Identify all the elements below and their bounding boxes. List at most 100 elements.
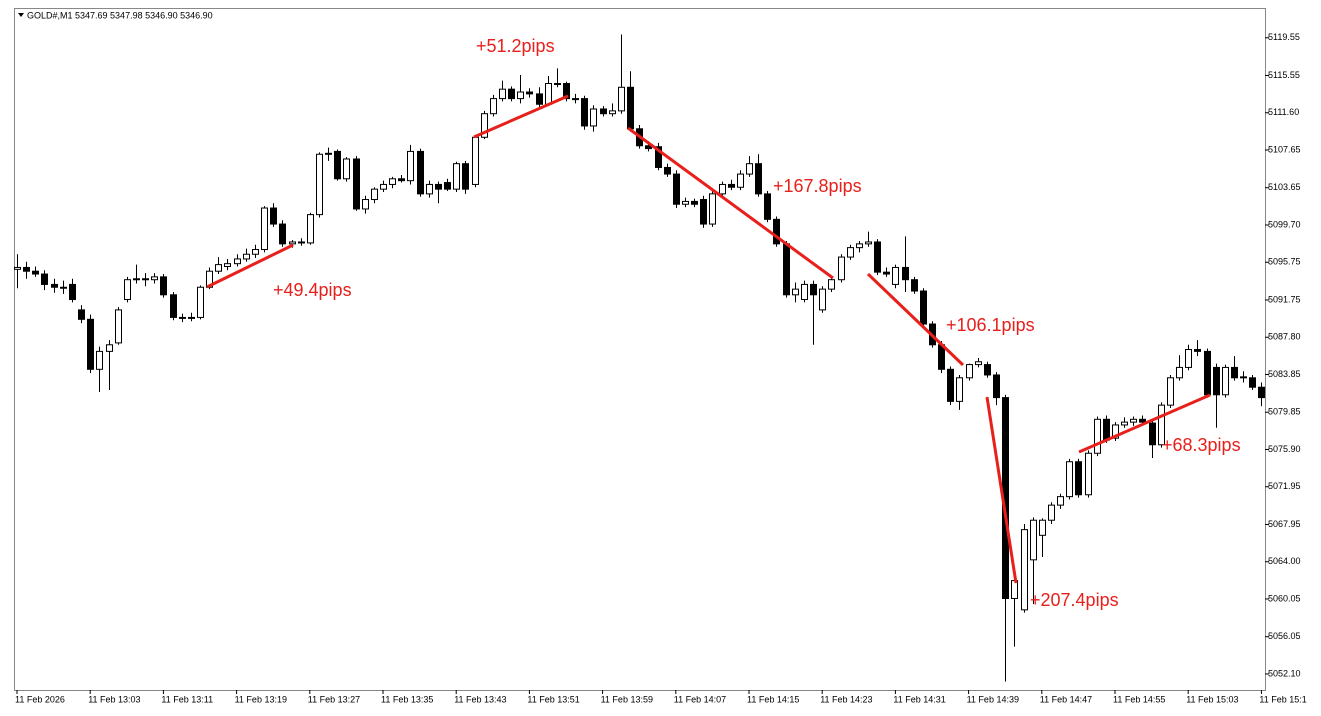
candle-body xyxy=(856,243,863,249)
candle-body xyxy=(51,283,58,288)
x-tick-label: 11 Feb 13:11 xyxy=(161,694,213,704)
x-tick-label: 11 Feb 13:51 xyxy=(527,694,579,704)
candle-body xyxy=(353,158,360,210)
candle-body xyxy=(783,243,790,296)
candle-body xyxy=(1204,350,1211,396)
x-tick-label: 11 Feb 2026 xyxy=(15,694,65,704)
trend-line xyxy=(206,243,294,289)
candle-body xyxy=(536,93,543,105)
candle-body xyxy=(307,214,314,244)
y-tick-label: 5111.60 xyxy=(1268,107,1299,117)
candle-body xyxy=(700,199,707,225)
candle-body xyxy=(499,88,506,100)
candle-body xyxy=(902,266,909,281)
candle-body xyxy=(865,241,872,245)
plot-frame xyxy=(14,8,1266,691)
candle-body xyxy=(984,364,991,376)
y-tick-label: 5083.85 xyxy=(1268,369,1301,379)
candle-body xyxy=(1167,377,1174,406)
candle-body xyxy=(343,158,350,180)
candle-body xyxy=(1240,376,1247,379)
candle-body xyxy=(1258,386,1265,399)
candle-body xyxy=(289,241,296,245)
candle-body xyxy=(389,178,396,185)
x-tick-label: 11 Feb 13:27 xyxy=(308,694,360,704)
candle-body xyxy=(1121,421,1128,426)
candle-body xyxy=(1176,366,1183,379)
candle-body xyxy=(1066,461,1073,498)
y-tick-label: 5067.95 xyxy=(1268,519,1301,529)
candle-body xyxy=(1048,504,1055,521)
candle-body xyxy=(572,98,579,101)
x-tick-label: 11 Feb 13:43 xyxy=(454,694,506,704)
candle-body xyxy=(1112,424,1119,439)
candle-body xyxy=(426,183,433,195)
candle-body xyxy=(115,309,122,344)
candle-body xyxy=(892,266,899,285)
candle-body xyxy=(673,173,680,205)
candle-body xyxy=(87,318,94,370)
candle-body xyxy=(526,91,533,95)
candle-body xyxy=(801,283,808,301)
candle-body xyxy=(517,91,524,100)
candle-body xyxy=(96,350,103,370)
candle-body xyxy=(380,183,387,190)
candle-body xyxy=(243,253,250,260)
candle-body xyxy=(179,316,186,319)
candle-body xyxy=(664,166,671,175)
candle-body xyxy=(362,199,369,210)
candle-body xyxy=(490,98,497,115)
y-tick-label: 5079.85 xyxy=(1268,407,1301,417)
y-tick-label: 5075.90 xyxy=(1268,444,1301,454)
candle-body xyxy=(215,264,222,272)
candle-body xyxy=(444,182,451,190)
trend-line xyxy=(1078,393,1211,454)
candle-body xyxy=(325,152,332,155)
candle-body xyxy=(417,150,424,195)
candle-body xyxy=(1185,349,1192,368)
candle-body xyxy=(279,223,286,245)
candle-body xyxy=(78,309,85,320)
candle-body xyxy=(728,183,735,188)
y-tick-label: 5099.70 xyxy=(1268,219,1301,229)
candle-body xyxy=(554,83,561,86)
candle-body xyxy=(847,247,854,258)
candle-body xyxy=(655,146,662,168)
candle-body xyxy=(133,278,140,281)
candle-body xyxy=(911,279,918,292)
x-tick-label: 11 Feb 13:19 xyxy=(235,694,287,704)
candle-body xyxy=(627,86,634,130)
candle-body xyxy=(581,98,588,127)
annotation-label: +49.4pips xyxy=(273,280,352,300)
y-tick-label: 5087.80 xyxy=(1268,332,1301,342)
candle-body xyxy=(1094,418,1101,454)
candle-body xyxy=(170,294,177,318)
candle-body xyxy=(60,286,67,289)
annotation-label: +167.8pips xyxy=(773,176,862,196)
y-tick-label: 5056.05 xyxy=(1268,631,1301,641)
candle-body xyxy=(975,361,982,366)
chart-title: GOLD#,M1 5347.69 5347.98 5346.90 5346.90 xyxy=(27,10,213,20)
candle-body xyxy=(956,377,963,402)
candle-body xyxy=(609,110,616,115)
candle-body xyxy=(1139,418,1146,423)
candle-body xyxy=(874,241,881,273)
candle-body xyxy=(1158,404,1165,446)
candle-body xyxy=(316,153,323,216)
trend-line xyxy=(866,272,965,367)
candle-body xyxy=(819,288,826,311)
candle-body xyxy=(1194,349,1201,352)
candle-body xyxy=(737,173,744,188)
y-tick-label: 5060.05 xyxy=(1268,593,1301,603)
candle-body xyxy=(773,218,780,245)
candle-body xyxy=(334,150,341,180)
candle-body xyxy=(810,283,817,296)
x-tick-label: 11 Feb 14:31 xyxy=(893,694,945,704)
candle-body xyxy=(124,279,131,301)
candle-body xyxy=(1149,422,1156,446)
x-tick-label: 11 Feb 13:35 xyxy=(381,694,433,704)
x-tick-label: 11 Feb 14:39 xyxy=(967,694,1019,704)
candle-body xyxy=(746,163,753,175)
candle-body xyxy=(966,364,973,379)
